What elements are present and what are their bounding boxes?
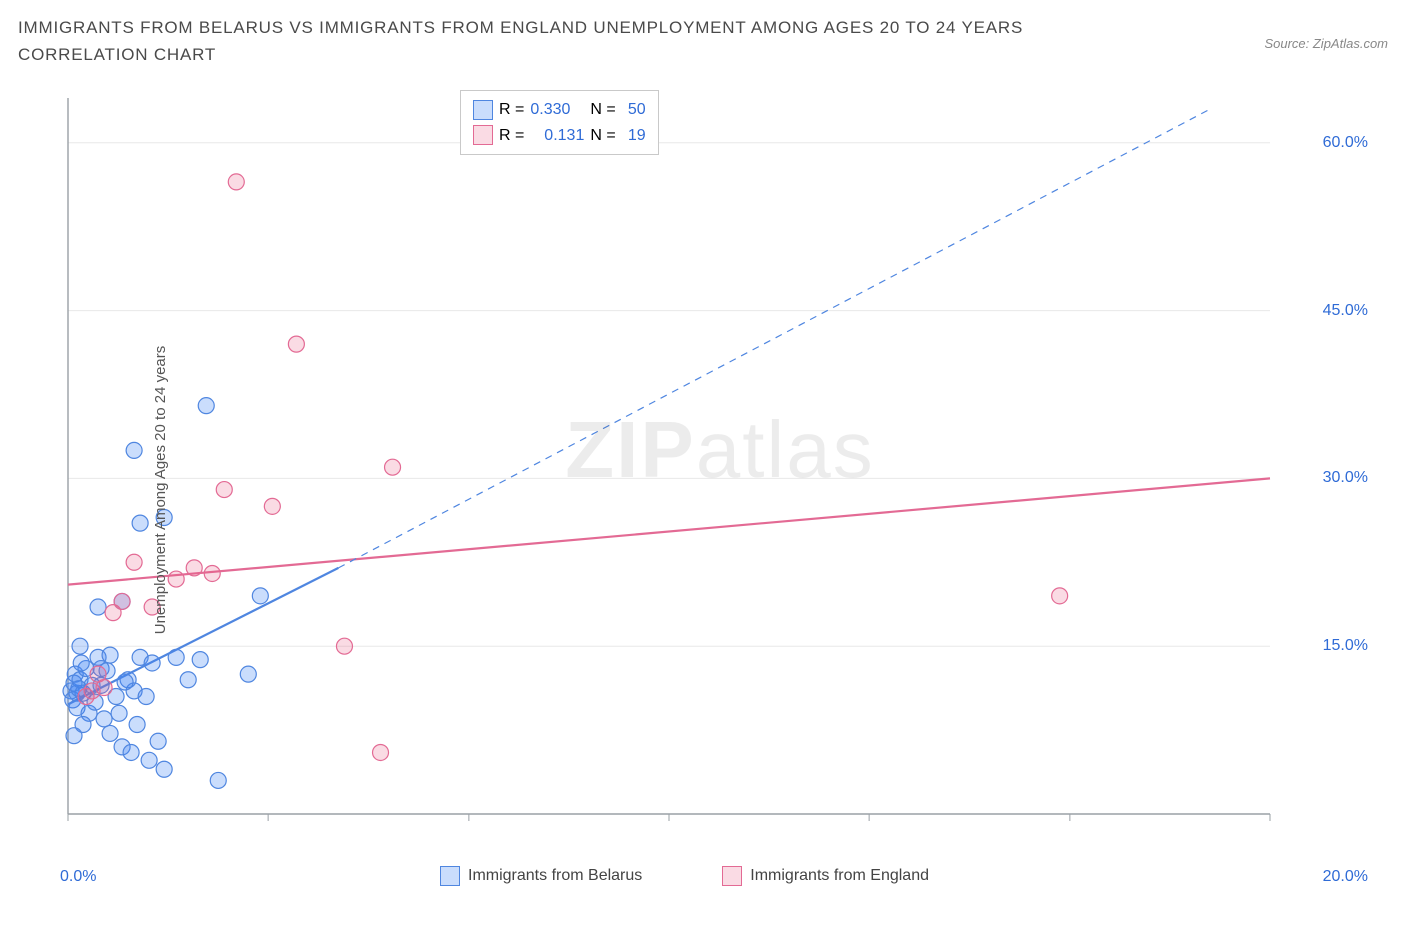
chart-area: Unemployment Among Ages 20 to 24 years Z… xyxy=(60,90,1380,890)
n-value-belarus: 50 xyxy=(622,97,646,123)
n-value-england: 19 xyxy=(622,123,646,149)
n-label: N = xyxy=(590,123,615,149)
y-tick-label: 45.0% xyxy=(1323,302,1368,320)
swatch-england xyxy=(473,125,493,145)
y-tick-label: 60.0% xyxy=(1323,134,1368,152)
legend-england: Immigrants from England xyxy=(722,866,929,886)
legend-label-england: Immigrants from England xyxy=(750,867,929,885)
stats-legend-box: R = 0.330 N = 50 R = 0.131 N = 19 xyxy=(460,90,659,155)
legend-swatch-england xyxy=(722,866,742,886)
scatter-plot-svg xyxy=(60,90,1340,850)
r-value-belarus: 0.330 xyxy=(530,97,584,123)
stats-row-belarus: R = 0.330 N = 50 xyxy=(473,97,646,123)
y-tick-label: 15.0% xyxy=(1323,637,1368,655)
legend-belarus: Immigrants from Belarus xyxy=(440,866,642,886)
x-tick-max: 20.0% xyxy=(1323,868,1368,886)
swatch-belarus xyxy=(473,100,493,120)
r-value-england: 0.131 xyxy=(530,123,584,149)
legend-label-belarus: Immigrants from Belarus xyxy=(468,867,642,885)
y-tick-label: 30.0% xyxy=(1323,469,1368,487)
stats-row-england: R = 0.131 N = 19 xyxy=(473,123,646,149)
n-label: N = xyxy=(590,97,615,123)
r-label: R = xyxy=(499,123,524,149)
legend-bottom: Immigrants from Belarus Immigrants from … xyxy=(440,866,929,886)
source-credit: Source: ZipAtlas.com xyxy=(1264,14,1388,51)
r-label: R = xyxy=(499,97,524,123)
legend-swatch-belarus xyxy=(440,866,460,886)
x-tick-min: 0.0% xyxy=(60,868,96,886)
y-axis-label: Unemployment Among Ages 20 to 24 years xyxy=(152,346,169,635)
chart-title: IMMIGRANTS FROM BELARUS VS IMMIGRANTS FR… xyxy=(18,14,1118,68)
